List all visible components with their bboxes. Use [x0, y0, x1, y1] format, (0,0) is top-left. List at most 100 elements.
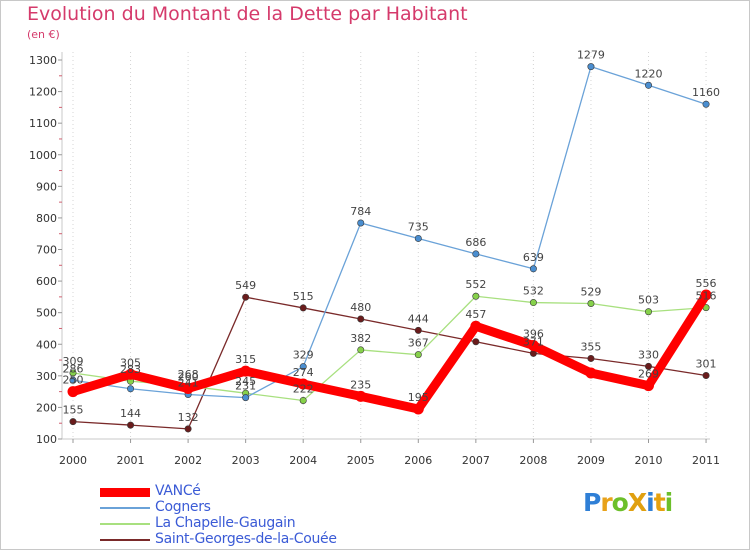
series-0-point-2003: [240, 365, 252, 377]
legend-swatch-cogners: [100, 507, 150, 509]
y-tick-label-1200: 1200: [29, 86, 57, 99]
legend-item-vance: VANCé: [100, 483, 420, 500]
x-tick-label-2008: 2008: [519, 454, 547, 467]
data-label-0-2005: 235: [350, 378, 371, 391]
series-layer: [67, 63, 712, 433]
chart-title: Evolution du Montant de la Dette par Hab…: [27, 3, 468, 25]
series-0-point-2000: [67, 386, 79, 398]
series-3-point-2006: [414, 326, 422, 334]
series-2-point-2000: [69, 369, 77, 377]
data-label-3-2001: 144: [120, 407, 141, 420]
x-tick-label-2007: 2007: [462, 454, 490, 467]
data-label-2-2010: 503: [638, 294, 659, 307]
data-label-3-2010: 330: [638, 348, 659, 361]
series-1-point-2009: [587, 63, 595, 71]
series-3-point-2000: [69, 418, 77, 426]
x-axis-ticks: 2000 2001 2002 2003 2004 2005 2006 2007 2008 2009…: [59, 439, 720, 467]
logo-letter: o: [611, 488, 629, 517]
data-label-2-2009: 529: [580, 286, 601, 299]
series-2-point-2010: [644, 308, 652, 316]
legend-label-saint-georges: Saint-Georges-de-la-Couée: [155, 531, 337, 547]
y-tick-label-1100: 1100: [29, 117, 57, 130]
logo-letter: P: [583, 488, 601, 517]
data-label-1-2007: 686: [465, 236, 486, 249]
data-label-1-2008: 639: [523, 251, 544, 264]
data-label-3-2004: 515: [293, 290, 314, 303]
series-2-point-2006: [414, 351, 422, 359]
series-1-point-2008: [529, 265, 537, 273]
series-2-point-2009: [587, 300, 595, 308]
series-0-point-2005: [355, 390, 367, 402]
data-label-3-2002: 132: [178, 411, 199, 424]
data-label-2-2005: 382: [350, 332, 371, 345]
x-tick-label-2010: 2010: [635, 454, 663, 467]
data-label-2-2002: 268: [178, 368, 199, 381]
legend-label-cogners: Cogners: [155, 499, 211, 515]
data-label-0-2003: 315: [235, 353, 256, 366]
logo-letter: X: [627, 488, 647, 517]
data-label-1-2002: 241: [178, 376, 199, 389]
series-3-point-2005: [357, 315, 365, 323]
series-0-point-2001: [125, 368, 137, 380]
legend-swatch-la-chapelle-gaugain: [100, 523, 150, 525]
series-0-point-2007: [470, 320, 482, 332]
data-label-3-2006: 444: [408, 312, 429, 325]
series-3-point-2004: [299, 304, 307, 312]
series-3-point-2011: [702, 372, 710, 380]
series-3-point-2001: [127, 421, 135, 429]
series-3-point-2007: [472, 338, 480, 346]
series-0-point-2011: [700, 289, 712, 301]
data-label-2-2000: 309: [63, 355, 84, 368]
data-label-0-2006: 195: [408, 391, 429, 404]
data-label-0-2000: 250: [63, 374, 84, 387]
series-3-point-2009: [587, 354, 595, 362]
line-chart: 100 200 300 400 500 600 700 800 900 1000 1100 1200 1…: [29, 49, 720, 467]
series-line-3: [72, 296, 707, 430]
data-label-0-2008: 396: [523, 328, 544, 341]
legend-item-saint-georges: Saint-Georges-de-la-Couée: [100, 531, 420, 548]
data-label-2-2003: 245: [235, 375, 256, 388]
x-tick-label-2003: 2003: [232, 454, 260, 467]
series-2-point-2007: [472, 292, 480, 300]
data-label-3-2011: 301: [696, 358, 717, 371]
y-tick-label-600: 600: [36, 275, 57, 288]
data-label-1-2004: 329: [293, 349, 314, 362]
series-0-point-2004: [297, 378, 309, 390]
series-line-0: [68, 290, 711, 414]
series-1-point-2007: [472, 250, 480, 258]
series-1-point-2011: [702, 100, 710, 108]
data-label-1-2000: 286: [63, 362, 84, 375]
x-tick-label-2006: 2006: [404, 454, 432, 467]
y-tick-label-1000: 1000: [29, 149, 57, 162]
data-label-0-2001: 305: [120, 356, 141, 369]
series-1-point-2006: [414, 234, 422, 242]
y-axis-ticks: 100 200 300 400 500 600 700 800 900 1000 1100 1200 1…: [29, 54, 62, 446]
x-tick-label-2011: 2011: [692, 454, 720, 467]
series-0-point-2008: [527, 340, 539, 352]
x-tick-label-2005: 2005: [347, 454, 375, 467]
axes: [61, 52, 710, 440]
series-1-point-2001: [127, 385, 135, 393]
x-tick-label-2001: 2001: [117, 454, 145, 467]
y-tick-label-200: 200: [36, 401, 57, 414]
data-label-0-2011: 556: [696, 277, 717, 290]
legend: VANCé Cogners La Chapelle-Gaugain Saint-…: [100, 483, 420, 548]
logo-letter: i: [664, 488, 674, 517]
data-label-3-2005: 480: [350, 301, 371, 314]
y-tick-label-800: 800: [36, 212, 57, 225]
data-label-2-2008: 532: [523, 285, 544, 298]
legend-swatch-saint-georges: [100, 539, 150, 541]
data-label-2-2006: 367: [408, 337, 429, 350]
data-label-2-2001: 283: [120, 363, 141, 376]
data-label-0-2010: 269: [638, 368, 659, 381]
x-tick-label-2002: 2002: [174, 454, 202, 467]
y-tick-label-300: 300: [36, 370, 57, 383]
data-label-1-2010: 1220: [635, 67, 663, 80]
logo-letter: t: [653, 488, 666, 517]
legend-label-la-chapelle-gaugain: La Chapelle-Gaugain: [155, 515, 296, 531]
data-label-2-2004: 222: [293, 382, 314, 395]
y-tick-label-700: 700: [36, 244, 57, 257]
legend-label-vance: VANCé: [155, 483, 201, 499]
y-tick-label-400: 400: [36, 338, 57, 351]
series-2-point-2004: [299, 396, 307, 404]
